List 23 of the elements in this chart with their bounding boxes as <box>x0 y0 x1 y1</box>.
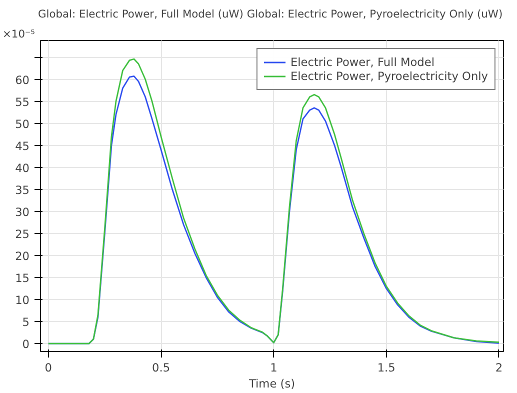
y-tick-label: 0 <box>22 337 30 352</box>
y-tick-label: 10 <box>15 293 30 308</box>
y-tick-label: 5 <box>22 315 30 330</box>
legend-label: Electric Power, Full Model <box>290 55 434 69</box>
y-tick-label: 45 <box>15 138 30 153</box>
x-tick-label: 0 <box>44 360 52 374</box>
y-tick-label: 60 <box>15 72 30 87</box>
y-tick-label: 55 <box>15 94 30 109</box>
legend-label: Electric Power, Pyroelectricity Only <box>290 69 488 83</box>
y-tick-label: 50 <box>15 116 30 131</box>
x-tick-label: 2 <box>495 360 503 374</box>
y-tick-label: 25 <box>15 226 30 241</box>
y-tick-label: 40 <box>15 160 30 175</box>
text: ×10⁻⁵ <box>2 28 35 40</box>
y-tick-label: 20 <box>15 248 30 263</box>
y-tick-label: 15 <box>15 270 30 285</box>
x-tick-label: 1.5 <box>377 360 396 374</box>
x-axis-title: Time (s) <box>248 376 296 390</box>
x-tick-label: 1 <box>270 360 278 374</box>
y-tick-label: 30 <box>15 204 30 219</box>
chart-title: Global: Electric Power, Full Model (uW) Global: Electric Power, Pyroelectricity Only (uW) <box>38 8 503 20</box>
x-tick-label: 0.5 <box>152 360 170 374</box>
y-tick-label: 35 <box>15 182 30 197</box>
